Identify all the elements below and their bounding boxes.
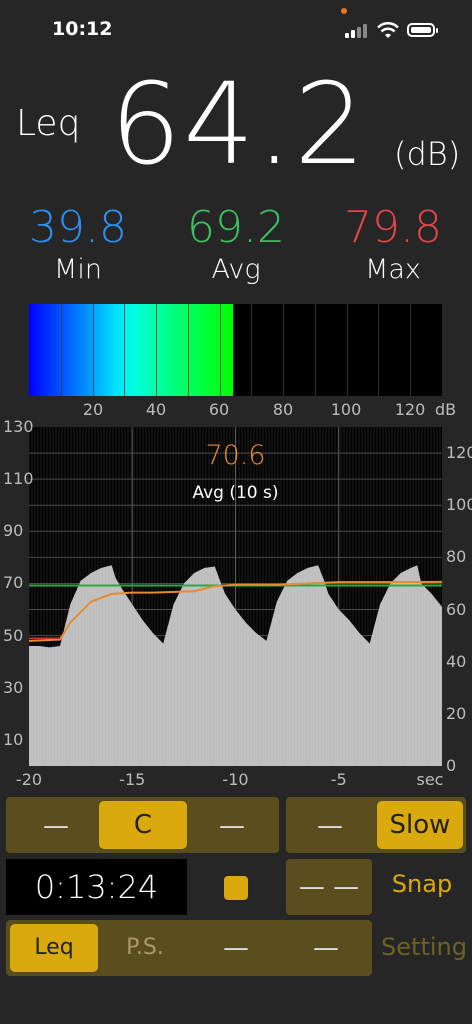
- chart-readout-value: 70.6: [205, 440, 266, 471]
- history-chart: [28, 427, 443, 766]
- meter-gridline: [346, 304, 348, 396]
- meter-gridline: [124, 304, 126, 396]
- meter-tick-label: 80: [272, 400, 294, 419]
- meter-gridline: [156, 304, 158, 396]
- y-axis-left-tick: 70: [3, 573, 24, 593]
- min-value: 39.8: [29, 202, 127, 253]
- leq-value: 64.2: [110, 60, 368, 190]
- x-axis-tick: -15: [119, 770, 146, 789]
- meter-gridline: [92, 304, 94, 396]
- meter-tick-label: 120: [394, 400, 426, 419]
- response-selector: — Slow: [286, 797, 466, 853]
- y-axis-left-tick: 90: [3, 521, 24, 541]
- history-chart-svg: [28, 427, 443, 766]
- recording-indicator-dot: [341, 8, 347, 14]
- y-axis-right-tick: 20: [446, 703, 467, 723]
- meter-gridline: [378, 304, 380, 396]
- mode-option-3[interactable]: —: [223, 933, 249, 963]
- y-axis-right-tick: 100: [446, 495, 472, 515]
- meter-tick-label: 20: [82, 400, 104, 419]
- avg-label: Avg: [211, 254, 261, 285]
- mode-option-leq[interactable]: Leq: [10, 924, 98, 972]
- snap-slot-value: — —: [298, 872, 360, 902]
- y-axis-right-tick: 40: [446, 651, 467, 671]
- meter-gridline: [60, 304, 62, 396]
- meter-gridline: [283, 304, 285, 396]
- meter-gridline: [219, 304, 221, 396]
- meter-gridline: [251, 304, 253, 396]
- meter-gridline: [410, 304, 412, 396]
- x-axis-tick: -20: [15, 770, 43, 789]
- y-axis-left-tick: 110: [3, 469, 34, 489]
- mode-selector: Leq P.S. — —: [6, 920, 372, 976]
- meter-gridline: [187, 304, 189, 396]
- meter-tick-label: 100: [330, 400, 362, 419]
- level-meter-bar: [29, 304, 442, 396]
- level-area: [29, 565, 442, 766]
- y-axis-left-tick: 30: [3, 677, 24, 697]
- status-time: 10:12: [52, 18, 113, 40]
- max-value: 79.8: [344, 202, 442, 253]
- level-meter-fill: [29, 304, 233, 396]
- meter-gridline: [314, 304, 316, 396]
- battery-icon: [407, 23, 438, 37]
- unit-label: (dB): [394, 135, 461, 173]
- weighting-option-c[interactable]: C: [99, 801, 187, 849]
- meter-unit-label: dB: [435, 400, 457, 419]
- y-axis-left-tick: 50: [3, 625, 24, 645]
- weighting-option-z[interactable]: —: [219, 811, 245, 841]
- meter-tick-label: 40: [145, 400, 167, 419]
- x-axis-unit: sec: [416, 770, 444, 789]
- y-axis-right-tick: 60: [446, 599, 467, 619]
- wifi-icon: [377, 22, 399, 38]
- response-option-slow[interactable]: Slow: [377, 801, 463, 849]
- cellular-signal-icon: [345, 24, 367, 38]
- y-axis-left-tick: 10: [3, 729, 24, 749]
- x-axis-tick: -10: [222, 770, 249, 789]
- stop-icon[interactable]: [224, 876, 248, 900]
- running-avg-line: [28, 580, 443, 642]
- response-option-fast[interactable]: —: [317, 811, 343, 841]
- elapsed-timer: 0:13:24: [6, 859, 187, 915]
- mode-option-ps[interactable]: P.S.: [126, 935, 164, 960]
- leq-label: Leq: [16, 103, 81, 144]
- chart-readout-label: Avg (10 s): [192, 483, 279, 503]
- x-axis-tick: -5: [330, 770, 347, 789]
- weighting-selector: — C —: [6, 797, 279, 853]
- snap-button[interactable]: Snap: [391, 870, 453, 898]
- avg-value: 69.2: [187, 202, 285, 253]
- y-axis-right-tick: 0: [446, 756, 457, 775]
- meter-tick-label: 60: [208, 400, 230, 419]
- mode-option-4[interactable]: —: [313, 933, 339, 963]
- min-label: Min: [54, 254, 102, 285]
- setting-button[interactable]: Setting: [381, 933, 467, 961]
- weighting-option-a[interactable]: —: [43, 811, 69, 841]
- max-label: Max: [365, 254, 421, 285]
- y-axis-left-tick: 130: [3, 417, 34, 436]
- snap-slot[interactable]: — —: [286, 859, 372, 915]
- y-axis-right-tick: 80: [446, 547, 467, 567]
- y-axis-right-tick: 120: [446, 443, 472, 463]
